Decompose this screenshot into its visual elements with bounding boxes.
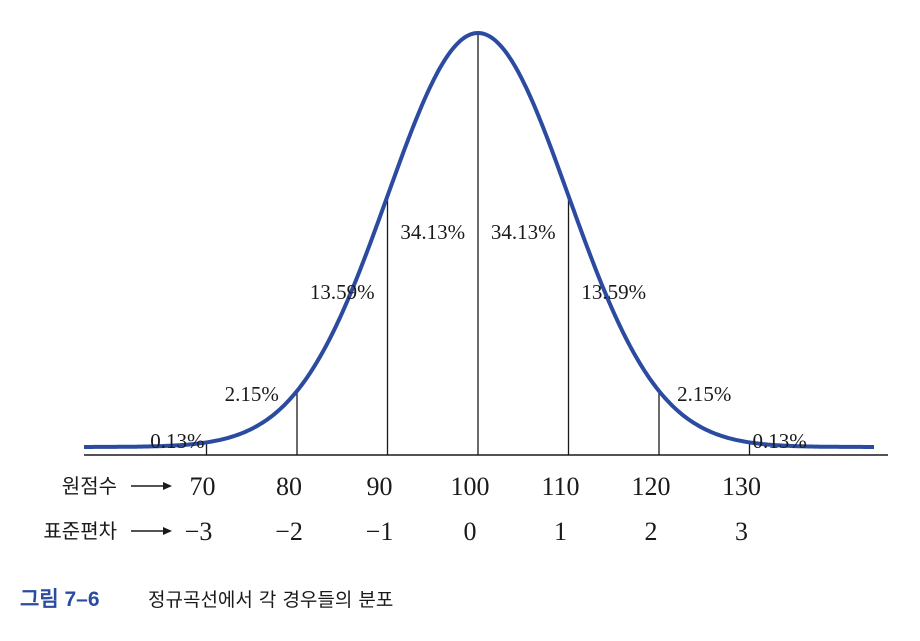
axis-tick-label: 0 — [464, 517, 477, 546]
region-labels: 0.13% 2.15% 13.59% 34.13% 34.13% 13.59% 2.15% 0… — [150, 220, 807, 453]
region-label: 2.15% — [677, 382, 731, 406]
axis-tick-label: 130 — [722, 472, 761, 501]
region-label: 34.13% — [400, 220, 465, 244]
caption-label: 그림 7–6 — [20, 588, 100, 611]
region-label: 0.13% — [753, 429, 807, 453]
region-label: 13.59% — [581, 280, 646, 304]
normal-curve — [84, 30, 874, 449]
axis-tick-label: 110 — [541, 472, 579, 501]
caption-text: 정규곡선에서 각 경우들의 분포 — [148, 589, 393, 611]
axis-tick-label: 80 — [276, 472, 302, 501]
axis-tick-label: −1 — [366, 517, 394, 546]
region-label: 2.15% — [225, 382, 279, 406]
axis-tick-label: 100 — [451, 472, 490, 501]
region-label: 0.13% — [150, 429, 204, 453]
region-label: 34.13% — [491, 220, 556, 244]
arrow-head-icon — [163, 482, 172, 490]
axis-tick-label: 2 — [645, 517, 658, 546]
axis-tick-label: 3 — [735, 517, 748, 546]
axis-tick-label: 1 — [554, 517, 567, 546]
axis-tick-label: 120 — [632, 472, 671, 501]
axis-tick-label: 70 — [190, 472, 216, 501]
axis-rows: 원점수 70 80 90 100 110 120 130 표준편차 −3 −2 −1 0 1 2 3 — [43, 472, 761, 546]
axis-row-label: 표준편차 — [43, 519, 117, 543]
axis-tick-label: −2 — [275, 517, 303, 546]
divider-lines — [205, 33, 751, 455]
axis-row-label: 원점수 — [62, 474, 117, 498]
figure-caption: 그림 7–6 정규곡선에서 각 경우들의 분포 — [20, 588, 393, 611]
region-label: 13.59% — [310, 280, 375, 304]
axis-tick-label: 90 — [367, 472, 393, 501]
axis-tick-label: −3 — [185, 517, 213, 546]
arrow-head-icon — [163, 527, 172, 535]
